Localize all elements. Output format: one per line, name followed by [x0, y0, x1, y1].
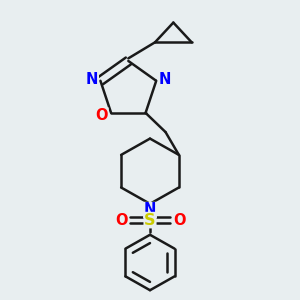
Text: N: N: [86, 72, 98, 87]
Text: N: N: [144, 202, 156, 217]
Text: O: O: [115, 213, 127, 228]
Text: S: S: [144, 213, 156, 228]
Text: O: O: [95, 108, 108, 123]
Text: O: O: [173, 213, 185, 228]
Text: N: N: [158, 72, 171, 87]
